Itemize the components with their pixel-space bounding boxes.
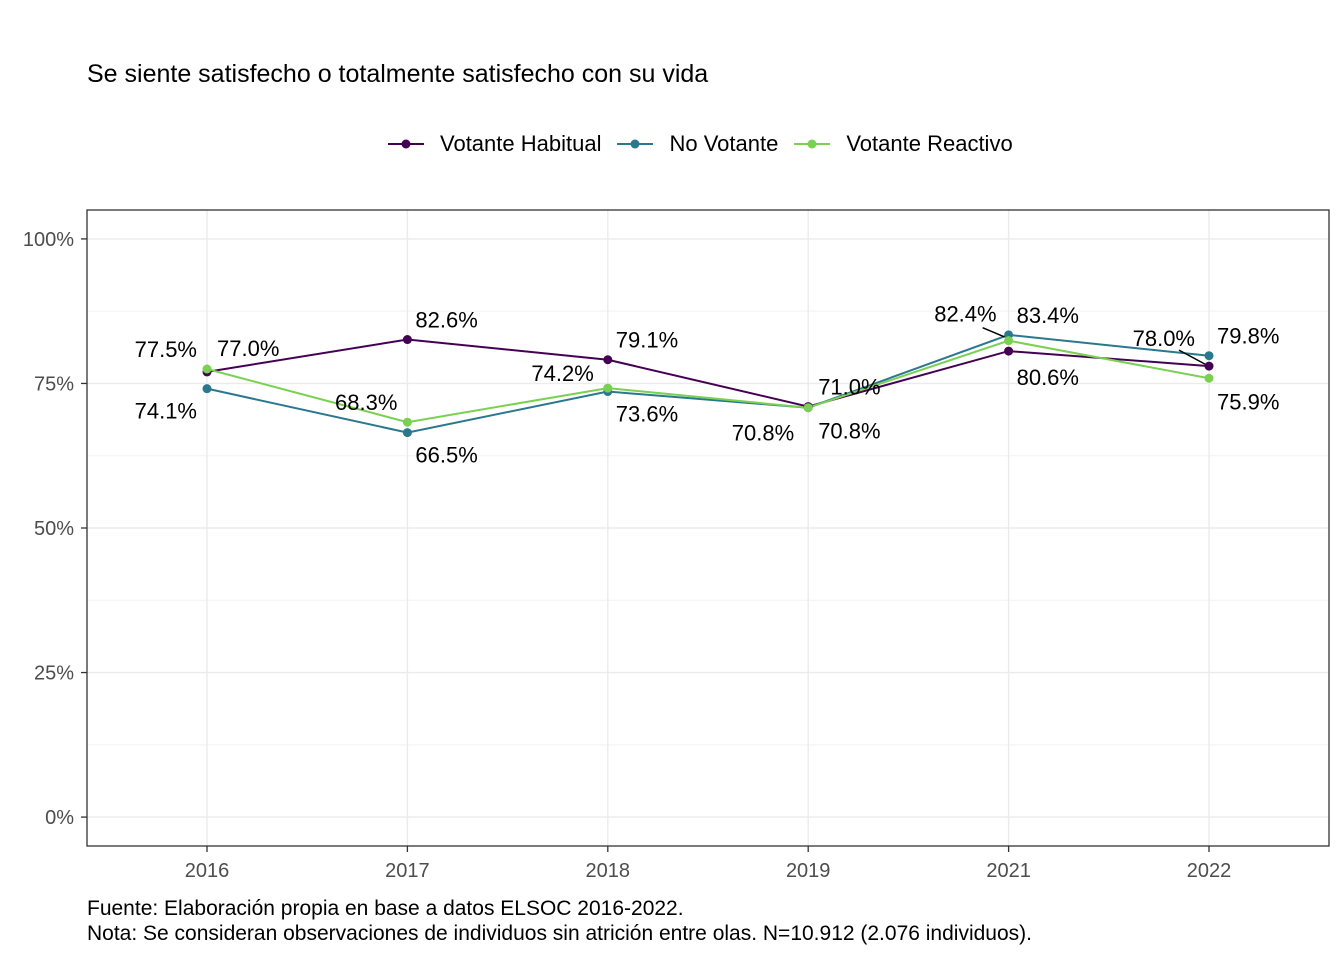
label-connector [1178, 349, 1206, 365]
data-label-votante-reactivo: 82.4% [934, 302, 996, 327]
data-point-votante-habitual [603, 355, 613, 365]
legend-key-no-votante [617, 139, 654, 149]
data-point-votante-reactivo [202, 364, 212, 374]
data-point-votante-reactivo [402, 417, 412, 427]
data-label-votante-reactivo: 70.8% [732, 421, 794, 446]
legend-label-no-votante: No Votante [669, 131, 779, 156]
caption-source: Fuente: Elaboración propia en base a dat… [87, 897, 684, 920]
data-label-no-votante: 70.8% [818, 419, 880, 444]
plot-panel-border [86, 209, 1330, 847]
x-tick-label: 2022 [1187, 860, 1232, 882]
data-point-votante-habitual [402, 335, 412, 345]
data-label-votante-reactivo: 74.2% [531, 361, 593, 386]
legend-key-votante-reactivo [794, 139, 831, 149]
legend: Votante Habitual No Votante Votante Reac… [386, 129, 1027, 159]
legend-key-votante-habitual [388, 139, 424, 149]
data-label-no-votante: 73.6% [616, 402, 678, 427]
x-tick-label: 2019 [786, 860, 831, 882]
y-tick-label: 0% [45, 807, 74, 829]
series-line-votante-reactivo [206, 339, 1210, 424]
x-tick-label: 2018 [586, 860, 631, 882]
data-point-votante-reactivo [603, 383, 613, 393]
legend-label-votante-habitual: Votante Habitual [440, 131, 602, 156]
data-label-votante-reactivo: 77.5% [135, 337, 197, 362]
data-label-votante-habitual: 78.0% [1133, 326, 1195, 351]
data-point-votante-habitual [1004, 346, 1014, 356]
legend-item-votante-habitual: Votante Habitual [386, 131, 601, 157]
x-tick-label: 2016 [185, 860, 230, 882]
data-label-votante-habitual: 79.1% [616, 328, 678, 353]
data-point-votante-habitual [1204, 361, 1214, 371]
legend-item-no-votante: No Votante [615, 131, 778, 157]
data-label-votante-habitual: 77.0% [217, 336, 279, 361]
y-tick-label: 50% [34, 518, 74, 540]
y-tick-label: 75% [34, 373, 74, 395]
legend-item-votante-reactivo: Votante Reactivo [792, 131, 1013, 157]
data-label-votante-reactivo: 75.9% [1217, 389, 1279, 414]
data-label-votante-habitual: 71.0% [818, 375, 880, 400]
x-tick-label: 2021 [986, 860, 1031, 882]
data-point-votante-reactivo [803, 403, 813, 413]
data-label-votante-habitual: 80.6% [1017, 365, 1079, 390]
data-point-votante-reactivo [1004, 336, 1014, 346]
data-label-no-votante: 83.4% [1017, 303, 1079, 328]
x-tick-label: 2017 [385, 860, 430, 882]
label-connector [982, 326, 1005, 338]
series-line-votante-habitual [206, 338, 1210, 408]
data-point-no-votante [1204, 351, 1214, 361]
data-point-votante-reactivo [1204, 373, 1214, 383]
data-label-votante-habitual: 82.6% [415, 308, 477, 333]
data-label-no-votante: 79.8% [1217, 324, 1279, 349]
caption-note: Nota: Se consideran observaciones de ind… [87, 922, 1032, 945]
y-tick-label: 100% [23, 229, 74, 251]
legend-label-votante-reactivo: Votante Reactivo [846, 131, 1013, 156]
series-line-no-votante [206, 333, 1210, 434]
data-label-no-votante: 74.1% [135, 399, 197, 424]
data-point-no-votante [402, 428, 412, 438]
chart-title: Se siente satisfecho o totalmente satisf… [87, 60, 709, 88]
data-label-no-votante: 66.5% [415, 443, 477, 468]
data-label-votante-reactivo: 68.3% [335, 390, 397, 415]
data-point-no-votante [202, 384, 212, 394]
y-tick-label: 25% [34, 663, 74, 685]
